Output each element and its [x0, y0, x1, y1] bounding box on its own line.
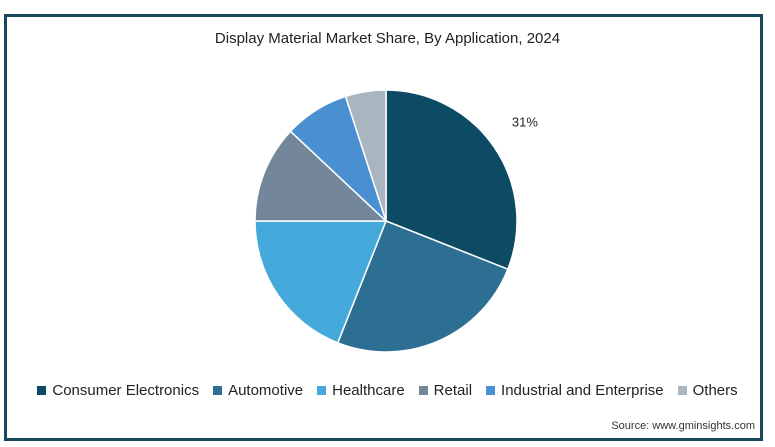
legend-label: Others	[692, 382, 738, 399]
pie-slice-others	[344, 89, 387, 222]
pie-slice-healthcare	[254, 220, 388, 344]
legend-label: Industrial and Enterprise	[501, 382, 664, 399]
legend-swatch	[486, 386, 496, 395]
pie-slice-automotive	[336, 220, 509, 353]
legend-item: Consumer Electronics	[37, 382, 199, 399]
pie-slice-consumer-electronics	[385, 89, 518, 271]
legend-swatch	[677, 386, 687, 395]
legend-item: Retail	[418, 382, 473, 399]
legend-label: Healthcare	[332, 382, 405, 399]
legend-label: Consumer Electronics	[52, 382, 200, 399]
legend-swatch	[317, 386, 327, 395]
source-note: Source: www.gminsights.com	[611, 420, 755, 432]
legend-label: Retail	[433, 382, 473, 399]
legend-item: Automotive	[213, 382, 303, 399]
legend-item: Others	[677, 382, 738, 399]
legend-swatch	[37, 386, 47, 395]
legend-swatch	[418, 386, 428, 395]
chart-title: Display Material Market Share, By Applic…	[214, 30, 561, 47]
legend-item: Industrial and Enterprise	[486, 382, 664, 399]
data-label: 31%	[512, 115, 538, 130]
chart-legend: Consumer Electronics Automotive Healthcare…	[0, 382, 775, 399]
legend-swatch	[213, 386, 223, 395]
pie-slice-retail	[254, 130, 388, 222]
legend-label: Automotive	[228, 382, 304, 399]
legend-item: Healthcare	[317, 382, 405, 399]
